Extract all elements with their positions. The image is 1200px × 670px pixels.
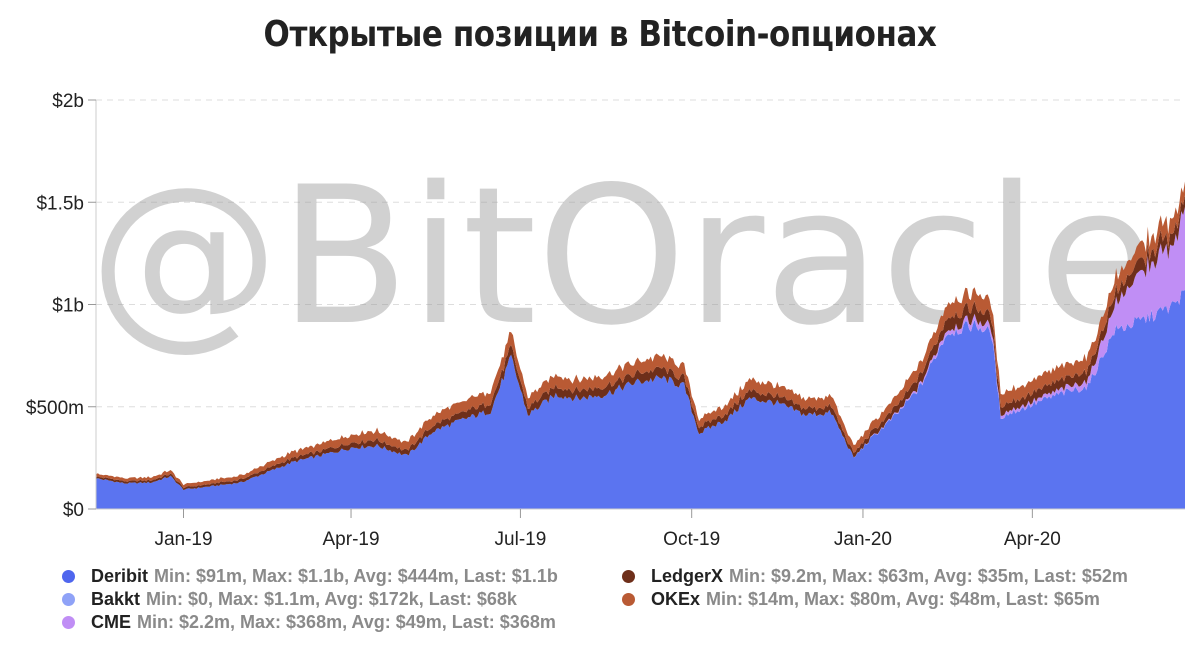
x-tick-label: Jan-20: [834, 529, 892, 550]
series-areas: [96, 181, 1185, 509]
legend-item-bakkt[interactable]: Bakkt Min: $0, Max: $1.1m, Avg: $172k, L…: [62, 588, 558, 611]
x-tick-label: Oct-19: [663, 529, 720, 550]
y-axis-ticks: $0 $500m $1b $1.5b $2b: [26, 91, 96, 521]
legend-right: LedgerX Min: $9.2m, Max: $63m, Avg: $35m…: [622, 565, 1128, 611]
x-tick-label: Apr-19: [323, 529, 380, 550]
x-tick-label: Jul-19: [495, 529, 547, 550]
area-deribit: [96, 290, 1185, 509]
x-axis-ticks: Jan-19 Apr-19 Jul-19 Oct-19 Jan-20 Apr-20: [154, 509, 1061, 550]
legend-item-deribit[interactable]: Deribit Min: $91m, Max: $1.1b, Avg: $444…: [62, 565, 558, 588]
x-tick-label: Apr-20: [1004, 529, 1061, 550]
legend-dot-deribit: [62, 570, 75, 583]
legend-dot-cme: [62, 616, 75, 629]
legend-stats: Min: $2.2m, Max: $368m, Avg: $49m, Last:…: [137, 612, 556, 632]
legend-stats: Min: $91m, Max: $1.1b, Avg: $444m, Last:…: [154, 566, 558, 586]
legend-item-cme[interactable]: CME Min: $2.2m, Max: $368m, Avg: $49m, L…: [62, 611, 558, 634]
legend-stats: Min: $14m, Max: $80m, Avg: $48m, Last: $…: [706, 589, 1100, 609]
legend-stats: Min: $9.2m, Max: $63m, Avg: $35m, Last: …: [729, 566, 1128, 586]
watermark-text: @BitOracle: [89, 146, 1155, 367]
x-tick-label: Jan-19: [154, 529, 212, 550]
legend-name: OKEx: [651, 589, 701, 609]
legend-item-okex[interactable]: OKEx Min: $14m, Max: $80m, Avg: $48m, La…: [622, 588, 1128, 611]
legend-name: CME: [91, 612, 131, 632]
legend-stats: Min: $0, Max: $1.1m, Avg: $172k, Last: $…: [146, 589, 517, 609]
stacked-area-chart: @BitOracle $0 $500m $1b $1.5b $2b Jan-19 Apr-…: [26, 91, 1185, 550]
legend-name: Deribit: [91, 566, 149, 586]
y-tick-label: $2b: [52, 91, 84, 112]
legend-name: Bakkt: [91, 589, 141, 609]
legend-name: LedgerX: [651, 566, 724, 586]
y-tick-label: $1.5b: [36, 193, 84, 214]
y-tick-label: $1b: [52, 296, 84, 317]
y-tick-label: $500m: [26, 398, 84, 419]
legend-item-ledgerx[interactable]: LedgerX Min: $9.2m, Max: $63m, Avg: $35m…: [622, 565, 1128, 588]
legend-dot-ledgerx: [622, 570, 635, 583]
legend-left: Deribit Min: $91m, Max: $1.1b, Avg: $444…: [62, 565, 558, 634]
legend-dot-bakkt: [62, 593, 75, 606]
chart-title: Открытые позиции в Bitcoin-опционах: [263, 14, 937, 55]
legend-dot-okex: [622, 593, 635, 606]
y-tick-label: $0: [63, 500, 84, 521]
